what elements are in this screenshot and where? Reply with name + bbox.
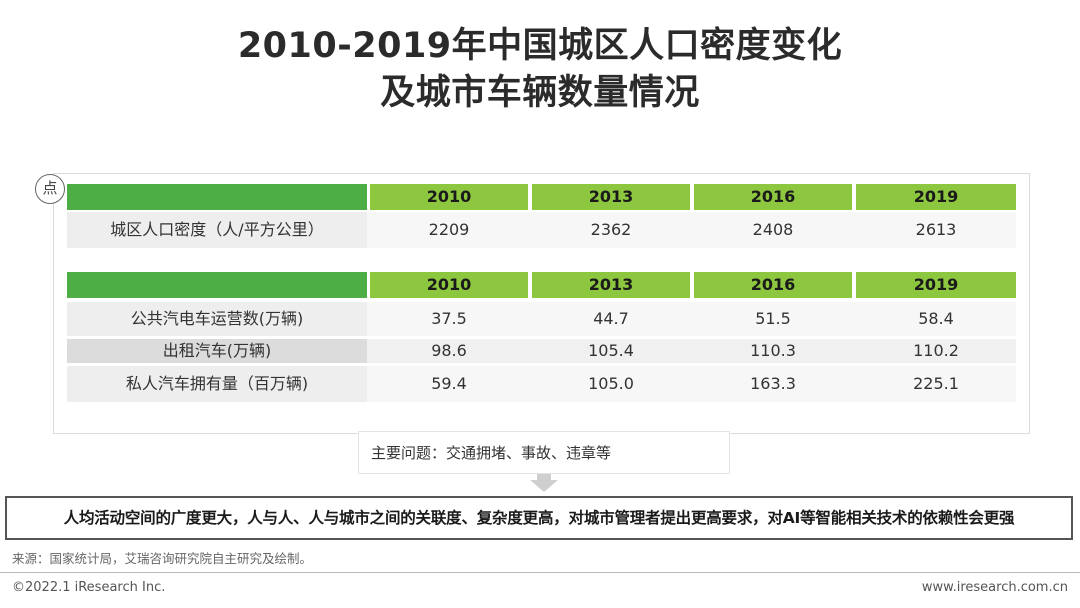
table1-header-2013: 2013 bbox=[532, 184, 690, 210]
table2-cell: 37.5 bbox=[431, 309, 467, 328]
page-title-line1: 2010-2019年中国城区人口密度变化 bbox=[237, 26, 843, 66]
conclusion-box: 人均活动空间的广度更大，人与人、人与城市之间的关联度、复杂度更高，对城市管理者提… bbox=[5, 496, 1073, 540]
table2-cell: 44.7 bbox=[593, 309, 629, 328]
table1-header-2019: 2019 bbox=[856, 184, 1016, 210]
table2-header-2016: 2016 bbox=[694, 272, 852, 298]
table2-cell: 51.5 bbox=[755, 309, 791, 328]
point-badge: 点 bbox=[35, 174, 65, 204]
table2-header-2010: 2010 bbox=[370, 272, 528, 298]
footer-website: www.iresearch.com.cn bbox=[921, 580, 1068, 595]
down-arrow-icon bbox=[530, 480, 558, 492]
footer-copyright: ©2022.1 iResearch Inc. bbox=[12, 580, 166, 595]
table1-row-label: 城区人口密度（人/平方公里） bbox=[67, 212, 367, 248]
table2-row-label: 公共汽电车运营数(万辆) bbox=[67, 302, 367, 336]
table2-header-2019: 2019 bbox=[856, 272, 1016, 298]
table1-header-2010: 2010 bbox=[370, 184, 528, 210]
main-issues-note: 主要问题：交通拥堵、事故、违章等 bbox=[358, 431, 730, 474]
table2-row-label: 私人汽车拥有量（百万辆) bbox=[67, 366, 367, 402]
table1-cell: 2613 bbox=[915, 220, 957, 239]
down-arrow-stem bbox=[537, 474, 551, 481]
table2-header-2013: 2013 bbox=[532, 272, 690, 298]
table2-cell: 59.4 bbox=[431, 374, 467, 393]
table1-cell: 2362 bbox=[590, 220, 632, 239]
table1-cell: 2209 bbox=[428, 220, 470, 239]
table2-cell: 58.4 bbox=[918, 309, 954, 328]
table2-row-label: 出租汽车(万辆) bbox=[67, 339, 367, 363]
page-title-line2: 及城市车辆数量情况 bbox=[380, 73, 700, 113]
table2-header-label-cell bbox=[67, 272, 367, 298]
source-note: 来源：国家统计局，艾瑞咨询研究院自主研究及绘制。 bbox=[12, 551, 313, 566]
table1-header-2016: 2016 bbox=[694, 184, 852, 210]
table2-cell: 225.1 bbox=[913, 374, 959, 393]
table2-cell: 105.4 bbox=[588, 341, 634, 360]
table2-cell: 98.6 bbox=[431, 341, 467, 360]
table1-cell: 2408 bbox=[752, 220, 794, 239]
table2-cell: 110.2 bbox=[913, 341, 959, 360]
footer-divider bbox=[0, 572, 1080, 573]
table1-header-label-cell bbox=[67, 184, 367, 210]
table2-cell: 110.3 bbox=[750, 341, 796, 360]
table2-cell: 163.3 bbox=[750, 374, 796, 393]
table2-cell: 105.0 bbox=[588, 374, 634, 393]
